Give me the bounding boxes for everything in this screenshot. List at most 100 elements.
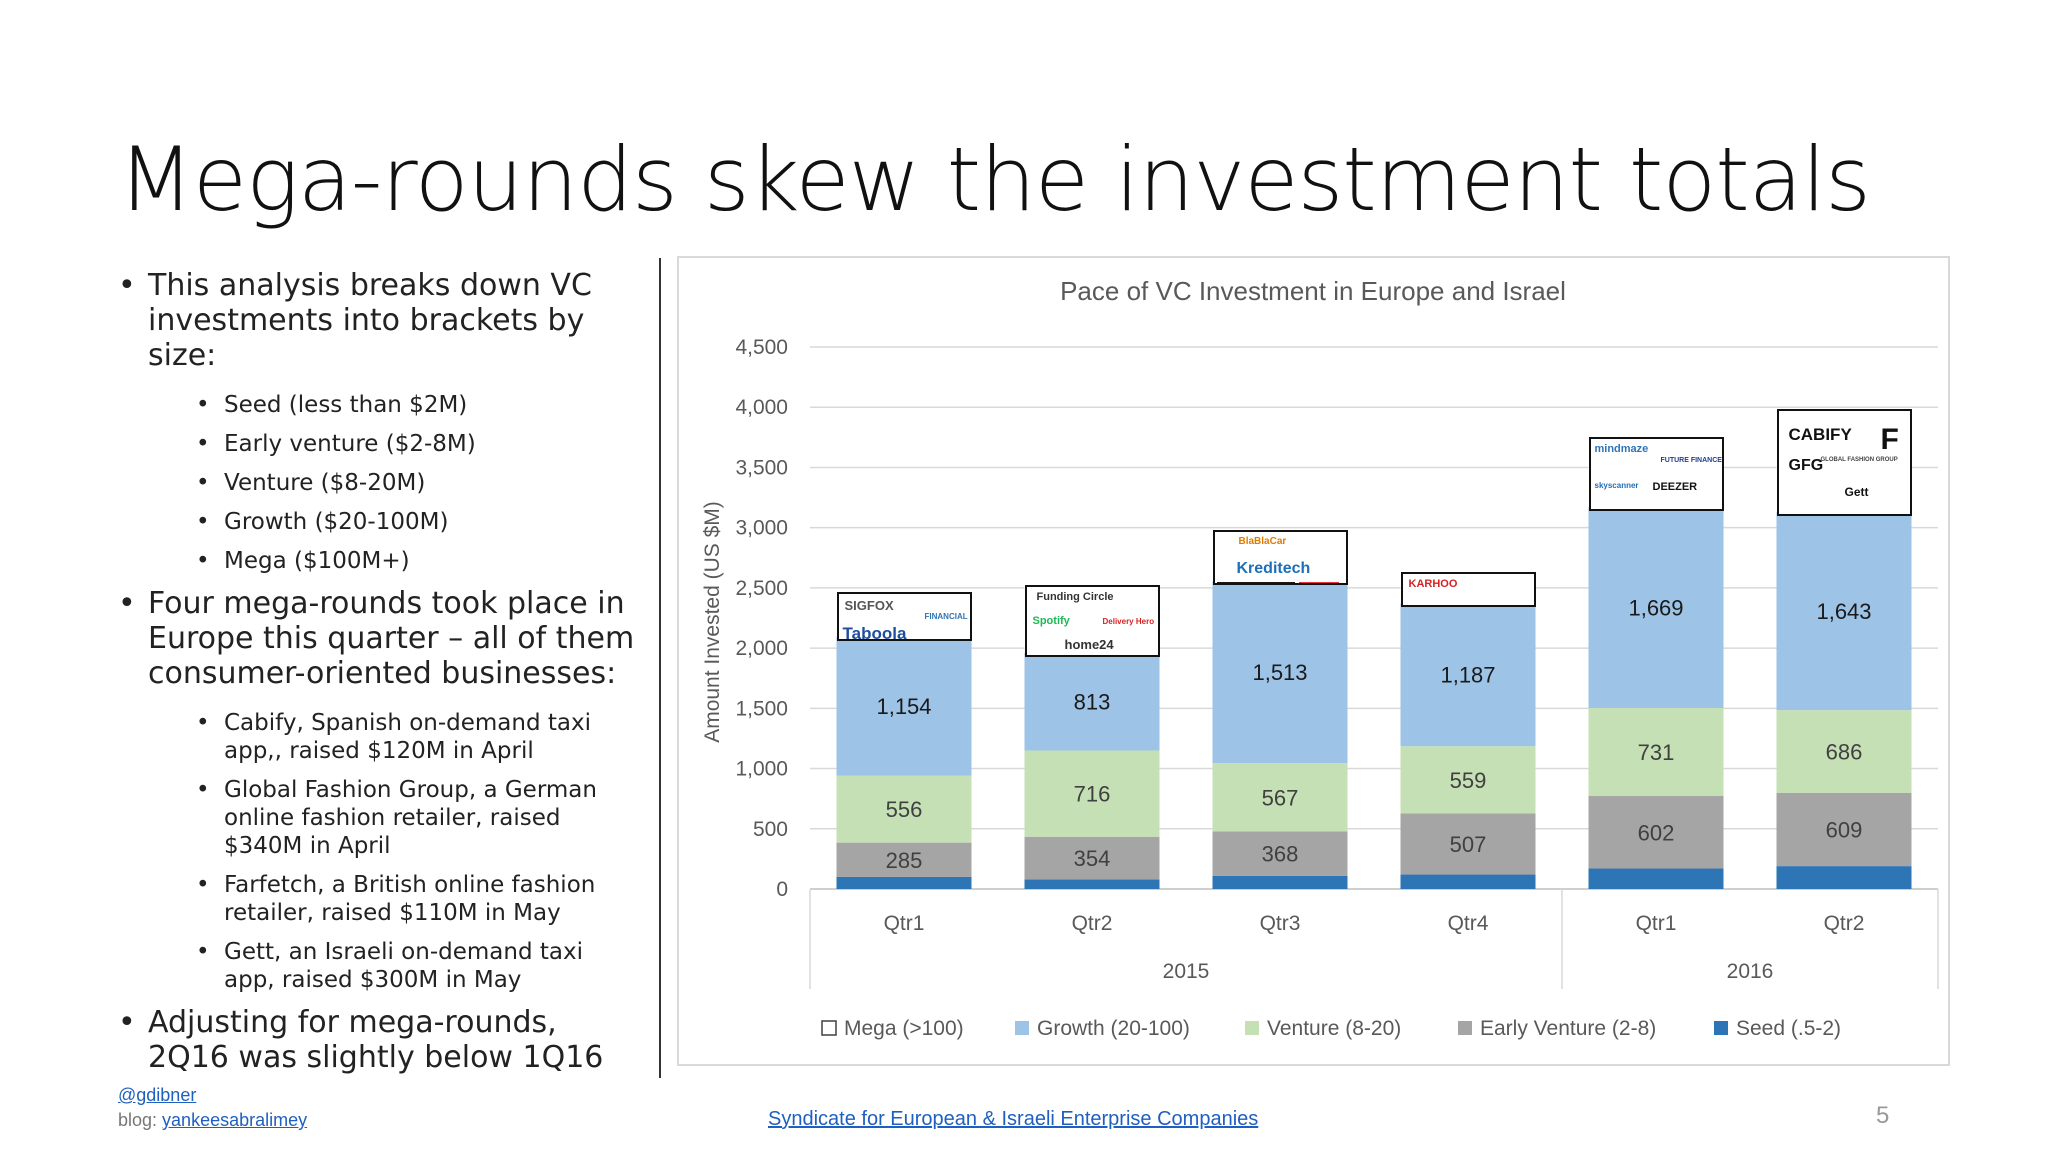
data-label: 285 bbox=[886, 848, 923, 873]
bullet-item: Four mega-rounds took place in Europe th… bbox=[118, 586, 638, 691]
bullet-list: This analysis breaks down VC investments… bbox=[118, 268, 638, 1093]
chart-panel: Pace of VC Investment in Europe and Isra… bbox=[677, 256, 1950, 1066]
sub-bullet-item: Mega ($100M+) bbox=[118, 547, 638, 575]
letgo-tile bbox=[1298, 582, 1339, 583]
company-logo: BlaBlaCar bbox=[1238, 536, 1287, 548]
data-label: 1,643 bbox=[1816, 599, 1871, 624]
company-logo: skyscanner bbox=[1594, 481, 1639, 491]
venture-bar-segment bbox=[1024, 750, 1160, 837]
chart-title: Pace of VC Investment in Europe and Isra… bbox=[1060, 276, 1566, 306]
y-tick-label: 4,000 bbox=[735, 396, 788, 419]
sub-bullet-item: Global Fashion Group, a German online fa… bbox=[118, 776, 638, 860]
early-venture-bar-segment bbox=[836, 842, 972, 877]
twitter-handle-link[interactable]: @gdibner bbox=[118, 1085, 197, 1105]
blog-prefix: blog: bbox=[118, 1110, 163, 1130]
sub-bullet-item: Farfetch, a British online fashion retai… bbox=[118, 871, 638, 927]
data-label: 1,154 bbox=[876, 694, 931, 719]
company-logo: GLOBAL FASHION GROUP bbox=[1820, 456, 1898, 463]
legend-swatch bbox=[1245, 1021, 1259, 1035]
growth-bar-segment bbox=[1212, 580, 1348, 764]
company-logo: F bbox=[1880, 422, 1899, 456]
company-logo: KARHOO bbox=[1408, 577, 1458, 590]
sub-bullet-item: Growth ($20-100M) bbox=[118, 508, 638, 536]
vertical-divider bbox=[659, 258, 661, 1078]
mega-logo-box: Funding Circle Spotify Delivery Hero home24… bbox=[1024, 585, 1160, 657]
sub-bullet-item: Gett, an Israeli on-demand taxi app, rai… bbox=[118, 938, 638, 994]
data-label: 609 bbox=[1826, 817, 1863, 842]
data-label: 731 bbox=[1638, 740, 1675, 765]
venture-bar-segment bbox=[1588, 707, 1724, 797]
syndicate-link[interactable]: Syndicate for European & Israeli Enterpr… bbox=[768, 1108, 1259, 1130]
legend-swatch bbox=[1714, 1021, 1728, 1035]
x-group-label: 2016 bbox=[1727, 960, 1774, 983]
x-group-label: 2015 bbox=[1163, 960, 1210, 983]
blog-link[interactable]: yankeesabralimey bbox=[162, 1110, 308, 1130]
legend-swatch bbox=[821, 1020, 837, 1036]
blog-line: blog: yankeesabralimey bbox=[118, 1110, 307, 1131]
x-tick-label: Qtr3 bbox=[1260, 912, 1301, 935]
company-logo: FUTURE FINANCE bbox=[1660, 457, 1722, 465]
early-venture-bar-segment bbox=[1024, 836, 1160, 880]
company-logo: CABIFY bbox=[1788, 424, 1852, 444]
data-label: 1,669 bbox=[1628, 595, 1683, 620]
page-number: 5 bbox=[1876, 1102, 1890, 1129]
y-tick-label: 3,500 bbox=[735, 456, 788, 479]
company-logo: DEEZER bbox=[1652, 481, 1698, 494]
company-logo: Taboola bbox=[842, 624, 907, 641]
seed-bar-segment bbox=[1212, 875, 1348, 889]
seed-bar-segment bbox=[1776, 866, 1912, 889]
early-venture-bar-segment bbox=[1212, 831, 1348, 876]
y-tick-label: 4,500 bbox=[735, 336, 788, 359]
seed-bar-segment bbox=[1400, 874, 1536, 889]
legend-entry: Early Venture (2-8) bbox=[1480, 1017, 1656, 1040]
data-label: 507 bbox=[1450, 832, 1487, 857]
company-logo: Funding Circle bbox=[1036, 591, 1114, 604]
data-label: 716 bbox=[1074, 782, 1111, 807]
data-label: 686 bbox=[1826, 739, 1863, 764]
seed-bar-segment bbox=[1588, 868, 1724, 889]
sub-bullet-item: Seed (less than $2M) bbox=[118, 391, 638, 419]
early-venture-bar-segment bbox=[1400, 813, 1536, 875]
legend-entry: Seed (.5-2) bbox=[1736, 1017, 1841, 1040]
y-tick-label: 2,500 bbox=[735, 577, 788, 600]
y-tick-label: 1,500 bbox=[735, 697, 788, 720]
company-logo: SIGFOX bbox=[844, 598, 894, 614]
data-label: 559 bbox=[1450, 768, 1487, 793]
legend-entry: Growth (20-100) bbox=[1037, 1017, 1190, 1040]
company-logo: DELIVEROO bbox=[1409, 606, 1462, 607]
data-label: 368 bbox=[1262, 842, 1299, 867]
mega-logo-box: KARHOODELIVEROOAtom bbox=[1400, 571, 1536, 608]
company-logo: FINANCIAL FORCE.COM bbox=[924, 612, 970, 622]
bullet-item: Adjusting for mega-rounds, 2Q16 was slig… bbox=[118, 1005, 638, 1075]
mega-logo-box: BlaBlaCarKreditechFanDuelletgo bbox=[1212, 530, 1348, 585]
seed-bar-segment bbox=[836, 876, 972, 889]
legend-swatch bbox=[1015, 1021, 1029, 1035]
venture-bar-segment bbox=[1776, 710, 1912, 793]
x-tick-label: Qtr1 bbox=[1636, 912, 1677, 935]
slide-title: Mega-rounds skew the investment totals bbox=[118, 128, 1871, 231]
growth-bar-segment bbox=[836, 636, 972, 776]
mega-logo-box: mindmaze FUTURE FINANCE skyscanner DEEZER bbox=[1588, 437, 1724, 511]
company-logo: Gett bbox=[1844, 484, 1869, 499]
sub-bullet-item: Venture ($8-20M) bbox=[118, 469, 638, 497]
legend-swatch bbox=[1458, 1021, 1472, 1035]
x-tick-label: Qtr4 bbox=[1448, 912, 1489, 935]
company-logo: Spotify bbox=[1032, 615, 1070, 628]
legend-entry: Mega (>100) bbox=[844, 1017, 964, 1040]
bullet-item: This analysis breaks down VC investments… bbox=[118, 268, 638, 373]
sub-bullet-item: Cabify, Spanish on-demand taxi app,, rai… bbox=[118, 709, 638, 765]
mega-logo-box: CABIFY F GFG GLOBAL FASHION GROUP Gett bbox=[1776, 408, 1912, 517]
sub-bullet-list: Cabify, Spanish on-demand taxi app,, rai… bbox=[118, 709, 638, 994]
company-logo: Delivery Hero bbox=[1102, 617, 1155, 627]
venture-bar-segment bbox=[1212, 763, 1348, 832]
x-tick-label: Qtr1 bbox=[884, 912, 925, 935]
data-label: 1,513 bbox=[1252, 660, 1307, 685]
y-axis-label: Amount Invested (US $M) bbox=[701, 501, 724, 743]
sub-bullet-list: Seed (less than $2M) Early venture ($2-8M… bbox=[118, 391, 638, 575]
y-tick-label: 3,000 bbox=[735, 517, 788, 540]
stacked-bar-chart: Pace of VC Investment in Europe and Isra… bbox=[701, 276, 1939, 1040]
data-label: 567 bbox=[1262, 785, 1299, 810]
growth-bar-segment bbox=[1400, 603, 1536, 747]
company-logo: Kreditech bbox=[1236, 560, 1311, 578]
